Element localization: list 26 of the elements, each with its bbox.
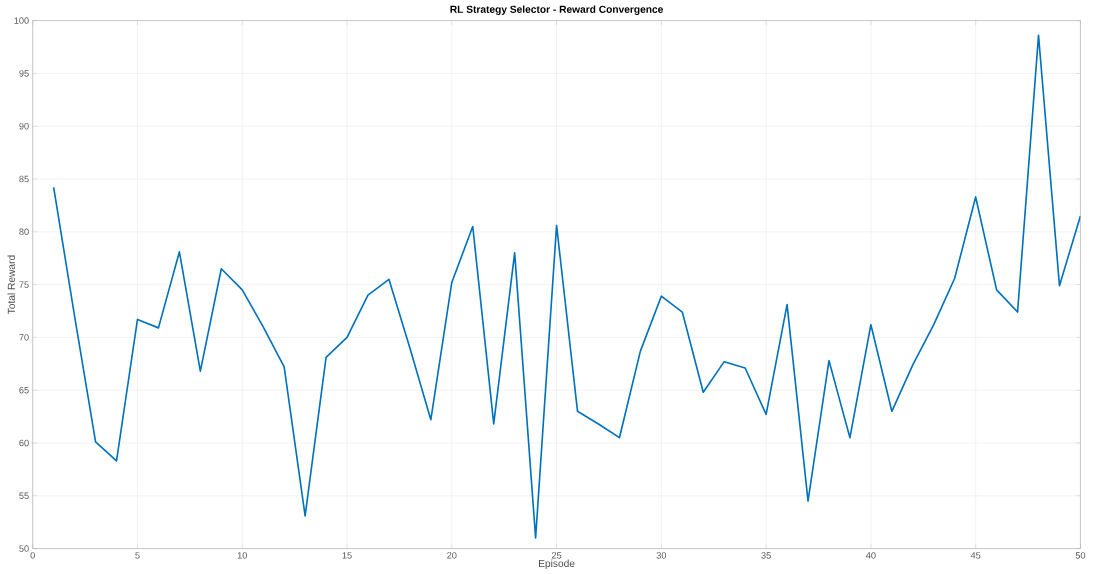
x-tick-label: 5 bbox=[135, 551, 140, 559]
y-tick-label: 85 bbox=[19, 175, 29, 183]
y-tick-label: 70 bbox=[19, 333, 29, 341]
x-tick-label: 50 bbox=[1075, 551, 1086, 559]
y-tick-label: 65 bbox=[19, 386, 29, 394]
x-tick-label: 15 bbox=[342, 551, 352, 559]
y-tick-label: 55 bbox=[19, 492, 29, 499]
x-tick-label: 40 bbox=[865, 551, 876, 559]
y-tick-label: 100 bbox=[14, 17, 29, 24]
x-tick-label: 45 bbox=[970, 551, 981, 559]
y-tick-label: 50 bbox=[19, 545, 29, 552]
x-tick-label: 0 bbox=[30, 551, 35, 559]
x-tick-label: 10 bbox=[237, 551, 247, 559]
chart-title: RL Strategy Selector - Reward Convergence bbox=[450, 5, 663, 15]
y-axis-title: Total Reward bbox=[7, 255, 15, 314]
y-tick-label: 80 bbox=[19, 228, 29, 235]
x-axis-title: Episode bbox=[538, 559, 575, 569]
line-series bbox=[52, 34, 1081, 539]
x-tick-label: 30 bbox=[656, 551, 667, 559]
y-tick-label: 95 bbox=[19, 69, 29, 77]
x-tick-label: 35 bbox=[761, 551, 771, 559]
y-tick-label: 90 bbox=[19, 122, 29, 130]
x-tick-label: 25 bbox=[551, 551, 562, 559]
x-tick-label: 20 bbox=[447, 551, 457, 559]
y-tick-label: 60 bbox=[19, 439, 29, 446]
y-tick-label: 75 bbox=[19, 281, 29, 288]
